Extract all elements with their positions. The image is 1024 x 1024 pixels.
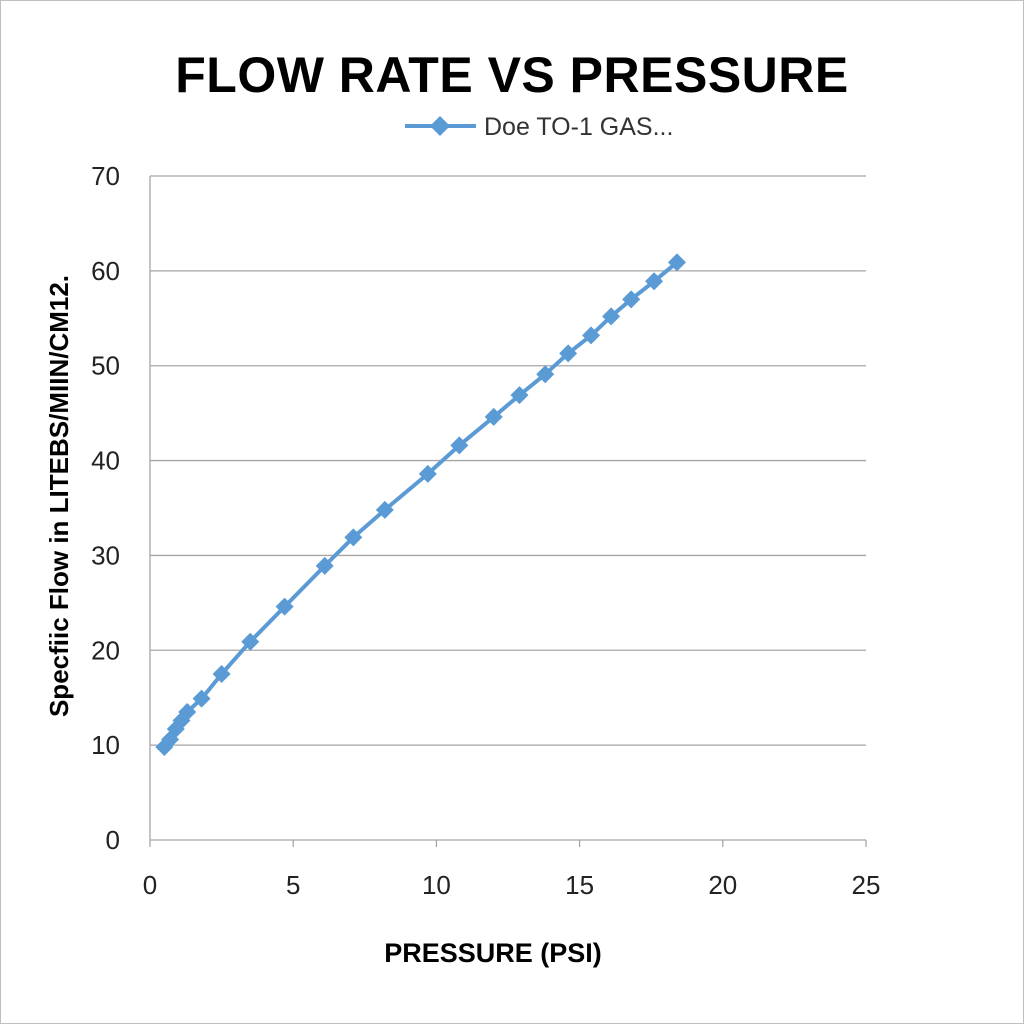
legend: Doe TO-1 GAS...	[405, 113, 673, 141]
data-point-marker	[559, 344, 578, 363]
data-point-marker	[344, 528, 363, 547]
data-point-marker	[375, 500, 394, 519]
y-tick-label: 50	[91, 351, 120, 381]
y-tick-label: 40	[91, 446, 120, 476]
y-axis-label: Specfiic Flow in LITEBS/MIIN/CM12.	[44, 275, 74, 717]
data-point-marker	[450, 436, 469, 455]
gridlines	[150, 175, 866, 746]
y-tick-label: 70	[91, 161, 120, 191]
x-tick-label: 15	[565, 870, 594, 900]
x-tick-label: 20	[708, 870, 737, 900]
data-point-marker	[582, 326, 601, 345]
y-tick-label: 60	[91, 256, 120, 286]
legend-diamond-marker	[430, 116, 450, 136]
data-point-marker	[178, 702, 197, 721]
data-point-marker	[212, 665, 231, 683]
data-point-marker	[536, 365, 555, 384]
data-point-marker	[484, 407, 503, 426]
data-point-marker	[510, 386, 529, 405]
x-tick-label: 0	[143, 870, 157, 900]
tick-labels: 0 10 20 30 40 50 60 70 0 5 10 15 20 25	[91, 161, 880, 900]
data-point-marker	[275, 597, 294, 616]
chart-title: FLOW RATE VS PRESSURE	[175, 47, 849, 103]
data-point-marker	[645, 272, 664, 291]
axes	[149, 176, 867, 847]
x-tick-label: 25	[852, 870, 881, 900]
data-point-marker	[602, 307, 621, 326]
x-axis-label: PRESSURE (PSI)	[384, 938, 602, 968]
data-series	[155, 253, 686, 757]
legend-entry: Doe TO-1 GAS...	[484, 113, 673, 141]
series-line	[162, 260, 679, 749]
y-tick-label: 10	[91, 730, 120, 760]
data-point-marker	[622, 290, 641, 309]
x-tick-label: 10	[422, 870, 451, 900]
data-point-marker	[315, 556, 334, 575]
x-tick-label: 5	[286, 870, 300, 900]
data-point-marker	[241, 632, 260, 651]
data-point-marker	[192, 689, 211, 708]
y-tick-label: 20	[91, 635, 120, 665]
data-point-marker	[667, 253, 686, 272]
data-point-marker	[418, 464, 437, 483]
y-tick-label: 0	[106, 825, 120, 855]
y-tick-label: 30	[91, 540, 120, 570]
